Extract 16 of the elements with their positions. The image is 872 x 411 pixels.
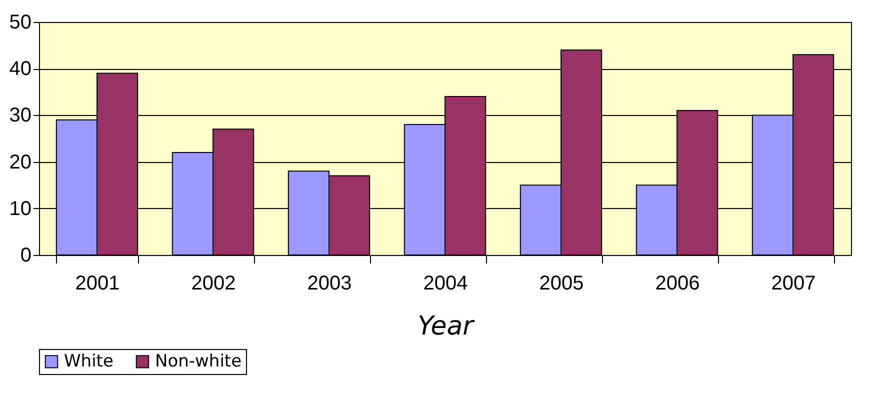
legend-label: White bbox=[64, 352, 114, 372]
x-tick-label: 2005 bbox=[539, 272, 584, 294]
x-tick-label: 2002 bbox=[191, 272, 236, 294]
x-tick-label: 2003 bbox=[307, 272, 352, 294]
legend-label: Non-white bbox=[155, 352, 242, 372]
y-tick-label: 20 bbox=[9, 151, 32, 174]
x-tick-label: 2007 bbox=[771, 272, 816, 294]
y-tick-label: 40 bbox=[9, 58, 32, 80]
y-tick-label: 30 bbox=[9, 104, 32, 127]
y-tick-label: 10 bbox=[9, 198, 32, 220]
x-tick-label: 2006 bbox=[655, 272, 700, 294]
y-tick-label: 50 bbox=[9, 12, 32, 34]
y-tick-label: 0 bbox=[20, 244, 32, 266]
x-axis-title: Year bbox=[418, 312, 476, 342]
x-tick-label: 2001 bbox=[75, 272, 120, 294]
x-tick-label: 2004 bbox=[423, 272, 468, 294]
